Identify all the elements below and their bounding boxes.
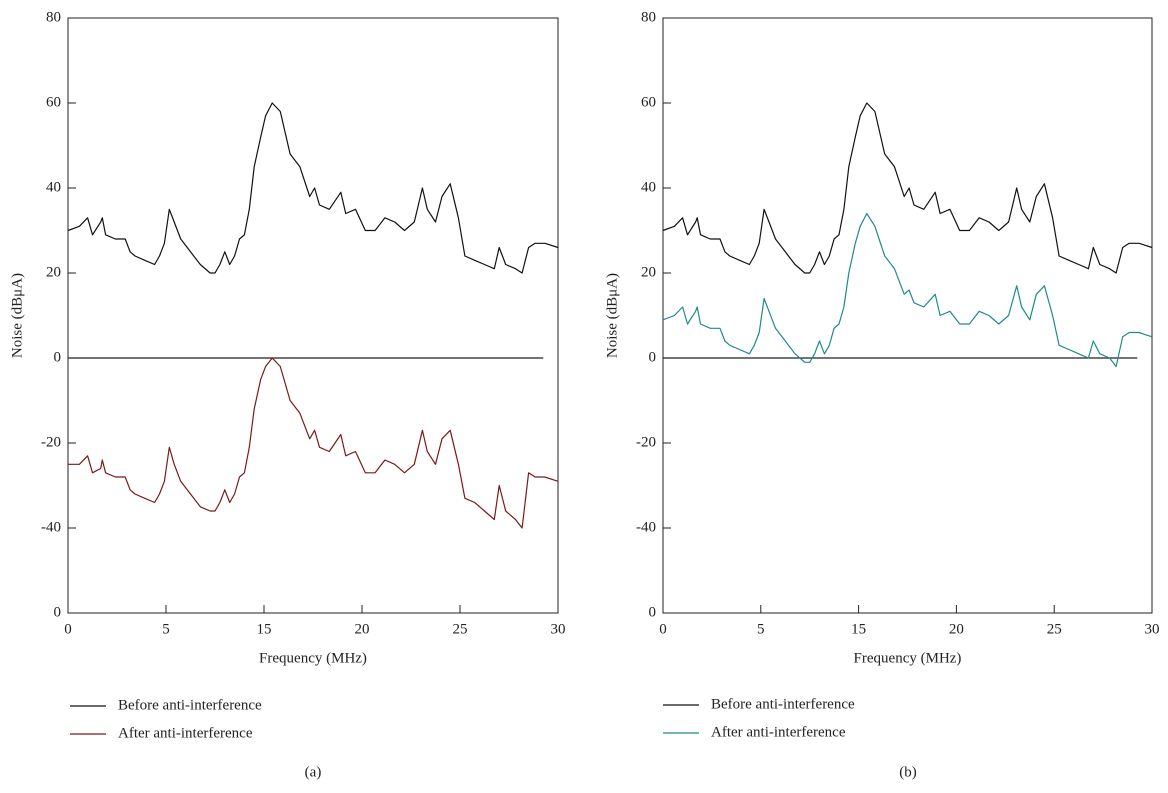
- y-tick-label: 40: [46, 179, 61, 195]
- legend-label: After anti-interference: [118, 725, 253, 741]
- series-line: [662, 102, 1153, 274]
- y-tick-label: 0: [54, 604, 62, 620]
- legend-label: After anti-interference: [711, 724, 846, 740]
- x-tick-label: 30: [551, 621, 566, 637]
- x-axis-label: Frequency (MHz): [259, 650, 367, 666]
- y-tick-label: 0: [649, 604, 657, 620]
- y-tick-label: 0: [649, 349, 657, 365]
- y-tick-label: 40: [641, 179, 656, 195]
- y-tick-label: 60: [641, 94, 656, 110]
- series-line: [67, 102, 559, 274]
- legend-label: Before anti-interference: [711, 696, 855, 712]
- x-tick-label: 30: [1145, 621, 1160, 637]
- plot-frame: [67, 17, 559, 614]
- y-tick-label: 20: [641, 264, 656, 280]
- series-line: [68, 357, 559, 529]
- x-tick-label: 0: [659, 621, 667, 637]
- x-tick-label: 15: [257, 621, 272, 637]
- y-tick-label: 20: [46, 264, 61, 280]
- x-tick-label: 20: [355, 621, 370, 637]
- x-tick-label: 25: [453, 621, 468, 637]
- series-line: [662, 212, 1153, 368]
- x-axis-label: Frequency (MHz): [854, 650, 962, 666]
- y-tick-label: 0: [54, 349, 62, 365]
- y-tick-label: 80: [641, 9, 656, 25]
- y-axis-label: Noise (dBμA): [604, 273, 620, 358]
- y-tick-label: -40: [636, 519, 656, 535]
- caption: (a): [305, 764, 322, 780]
- y-tick-label: -40: [41, 519, 61, 535]
- caption: (b): [899, 764, 917, 780]
- y-tick-label: 60: [46, 94, 61, 110]
- plot-frame: [662, 17, 1153, 614]
- y-tick-label: -20: [41, 434, 61, 450]
- y-tick-label: 80: [46, 9, 61, 25]
- y-tick-label: -20: [636, 434, 656, 450]
- y-axis-label: Noise (dBμA): [9, 273, 25, 358]
- x-tick-label: 5: [757, 621, 765, 637]
- x-tick-label: 0: [64, 621, 72, 637]
- x-tick-label: 15: [851, 621, 866, 637]
- x-tick-label: 5: [162, 621, 170, 637]
- x-tick-label: 20: [949, 621, 964, 637]
- legend-label: Before anti-interference: [118, 697, 262, 713]
- x-tick-label: 25: [1047, 621, 1062, 637]
